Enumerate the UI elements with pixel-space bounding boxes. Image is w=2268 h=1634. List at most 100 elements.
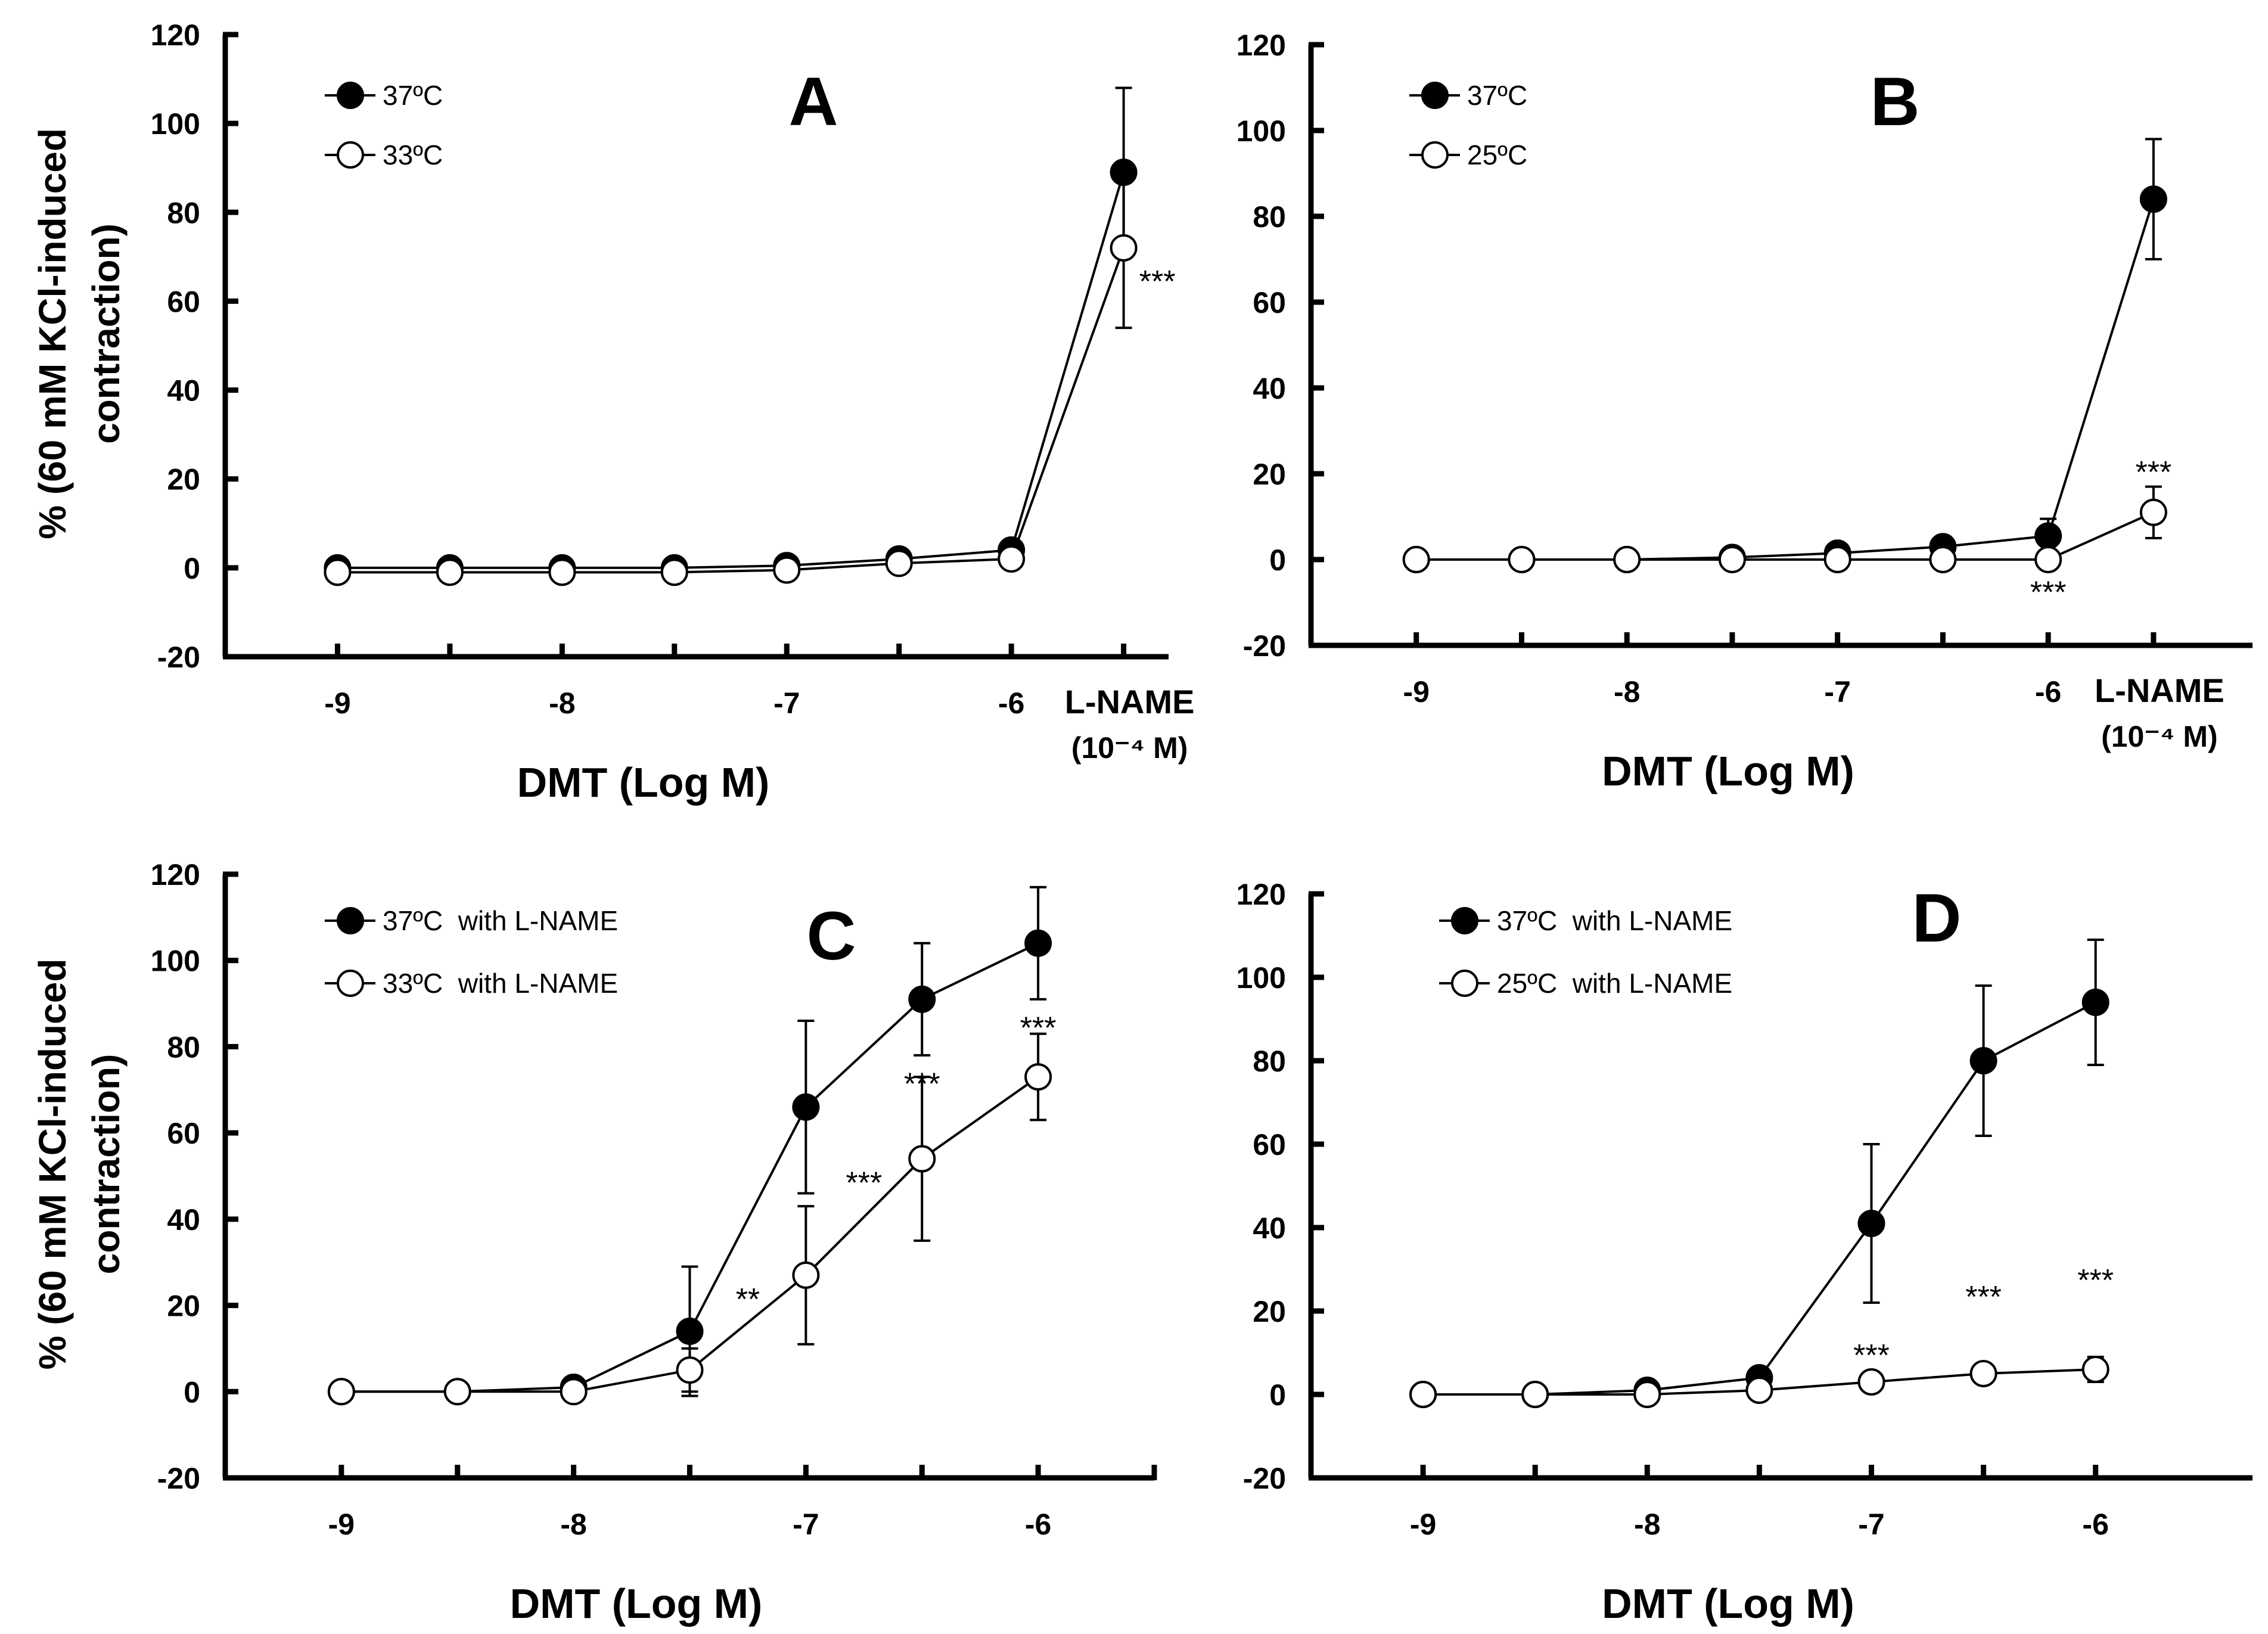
x-axis-title-a: DMT (Log M) — [517, 759, 770, 806]
significance-annotation: *** — [2030, 575, 2067, 610]
x-tick-label: -8 — [1614, 675, 1640, 709]
panel-label-a: A — [788, 64, 838, 140]
data-point — [1745, 1377, 1773, 1404]
data-point — [660, 558, 688, 586]
legend-label: 25ºC with L-NAME — [1497, 968, 1732, 999]
series-c-2 — [327, 1032, 1052, 1406]
x-axis-title-c: DMT (Log M) — [510, 1580, 763, 1627]
significance-annotation: *** — [1853, 1338, 1890, 1373]
y-tick-label: 80 — [167, 1030, 200, 1064]
x-tick-label: -6 — [2035, 675, 2061, 709]
x-extra-label: L-NAME — [2095, 672, 2224, 709]
legend-marker — [337, 82, 364, 109]
data-point — [1508, 546, 1536, 573]
x-tick-label: -7 — [773, 686, 800, 720]
y-tick-label: 20 — [167, 463, 200, 496]
data-point — [1929, 546, 1957, 573]
data-point — [1521, 1381, 1549, 1408]
data-point — [773, 556, 801, 584]
y-tick-label: -20 — [1243, 629, 1286, 663]
data-point — [2139, 498, 2167, 526]
series-d-1 — [1409, 939, 2109, 1408]
y-tick-label: 80 — [1253, 1045, 1286, 1078]
panel-b: -20 0 20 40 60 80 100 120 -9 -8 -7 -6 L-NAME (10⁻⁴ M)… — [1236, 29, 2253, 794]
data-point — [908, 985, 936, 1013]
legend-marker — [337, 141, 364, 169]
y-tick-label: 20 — [1253, 458, 1286, 491]
y-tick-label: 120 — [1236, 878, 1286, 911]
data-point — [1402, 546, 1430, 573]
series-line — [337, 172, 1125, 569]
legend-entry-d-2: 25ºC with L-NAME — [1439, 968, 1732, 999]
y-tick-label: 120 — [151, 18, 200, 52]
significance-annotation: *** — [846, 1166, 882, 1201]
panel-label-c: C — [806, 898, 856, 974]
data-point — [1857, 1210, 1885, 1237]
legend-marker — [1451, 907, 1478, 934]
data-point — [1024, 929, 1052, 957]
legend-entry-a-2: 33ºC — [325, 139, 443, 170]
significance-annotation: *** — [1965, 1280, 2002, 1315]
data-point — [327, 1378, 355, 1406]
series-d-2 — [1409, 1356, 2109, 1408]
x-extra-label: L-NAME — [1065, 683, 1195, 720]
data-point — [1633, 1381, 1661, 1408]
y-tick-label: 60 — [1253, 1128, 1286, 1161]
y-tick-label: 40 — [167, 374, 200, 408]
data-point — [2034, 522, 2062, 550]
legend-entry-b-1: 37ºC — [1409, 80, 1527, 111]
y-tick-label: 60 — [167, 1117, 200, 1150]
y-tick-label: 100 — [1236, 114, 1286, 148]
series-line — [337, 247, 1125, 574]
data-point — [885, 549, 913, 577]
panel-a: -20 0 20 40 60 80 100 120 -9 -8 -7 -6 L-NAME (10⁻⁴ M)… — [31, 18, 1194, 806]
significance-annotation: *** — [904, 1067, 940, 1101]
y-tick-label: 80 — [167, 196, 200, 229]
data-point — [324, 558, 352, 586]
x-tick-label: -8 — [549, 686, 575, 720]
significance-annotation: ** — [736, 1282, 760, 1317]
x-axis-title-d: DMT (Log M) — [1602, 1580, 1854, 1627]
significance-annotation: *** — [2136, 455, 2172, 490]
x-tick-label: -9 — [328, 1508, 355, 1541]
legend-label: 37ºC with L-NAME — [383, 905, 618, 936]
legend-marker — [1421, 82, 1449, 109]
x-axis-title-b: DMT (Log M) — [1602, 748, 1854, 794]
data-point — [2081, 989, 2109, 1016]
y-tick-label: 0 — [1269, 1378, 1286, 1412]
series-line — [1416, 198, 2155, 561]
data-point — [1110, 234, 1138, 262]
legend-label: 37ºC with L-NAME — [1497, 905, 1732, 936]
y-tick-label: 0 — [184, 552, 200, 585]
data-point — [2139, 185, 2167, 213]
x-extra-label: (10⁻⁴ M) — [2101, 720, 2218, 753]
data-point — [436, 558, 464, 586]
data-point — [2034, 546, 2062, 573]
y-axis-title-c: % (60 mM KCl-induced — [31, 959, 74, 1370]
significance-annotation: *** — [1020, 1011, 1057, 1045]
x-tick-label: -6 — [1025, 1508, 1051, 1541]
legend-entry-c-2: 33ºC with L-NAME — [325, 968, 618, 999]
x-tick-label: -6 — [998, 686, 1024, 720]
y-tick-label: 40 — [1253, 1211, 1286, 1245]
data-point — [443, 1378, 471, 1406]
y-tick-label: 40 — [167, 1203, 200, 1237]
y-tick-label: -20 — [1243, 1462, 1286, 1495]
data-point — [1024, 1063, 1052, 1091]
panel-d: -20 0 20 40 60 80 100 120 -9 -8 -7 -6 DMT (Log M) D 37… — [1236, 878, 2253, 1627]
data-point — [560, 1378, 588, 1406]
legend-label: 33ºC with L-NAME — [383, 968, 618, 999]
legend-label: 37ºC — [1467, 80, 1527, 111]
legend-entry-c-1: 37ºC with L-NAME — [325, 905, 618, 936]
x-tick-label: -7 — [1824, 675, 1850, 709]
legend-label: 33ºC — [383, 139, 443, 170]
data-point — [676, 1317, 704, 1345]
y-tick-label: -20 — [157, 1462, 200, 1495]
y-tick-label: 120 — [151, 858, 200, 891]
y-tick-label: 20 — [167, 1290, 200, 1323]
significance-annotation: *** — [1139, 265, 1176, 299]
y-axis-title-a: % (60 mM KCl-induced — [31, 128, 74, 539]
data-point — [998, 545, 1026, 573]
y-axis-title-a: contraction) — [85, 223, 128, 444]
